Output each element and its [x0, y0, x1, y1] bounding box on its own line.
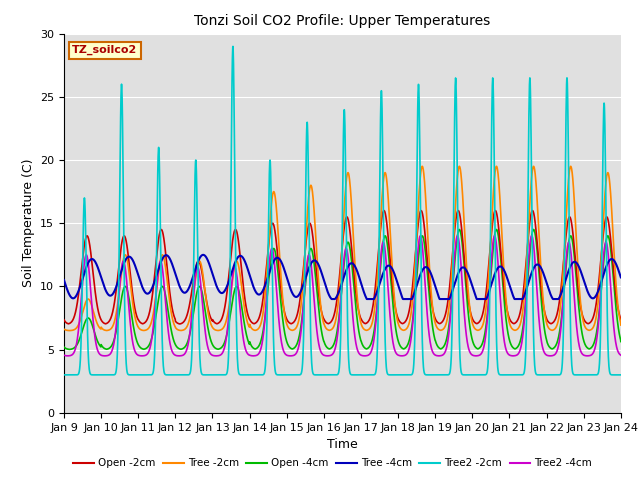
- Text: TZ_soilco2: TZ_soilco2: [72, 45, 138, 55]
- Y-axis label: Soil Temperature (C): Soil Temperature (C): [22, 159, 35, 288]
- X-axis label: Time: Time: [327, 438, 358, 451]
- Legend: Open -2cm, Tree -2cm, Open -4cm, Tree -4cm, Tree2 -2cm, Tree2 -4cm: Open -2cm, Tree -2cm, Open -4cm, Tree -4…: [69, 454, 596, 472]
- Title: Tonzi Soil CO2 Profile: Upper Temperatures: Tonzi Soil CO2 Profile: Upper Temperatur…: [195, 14, 490, 28]
